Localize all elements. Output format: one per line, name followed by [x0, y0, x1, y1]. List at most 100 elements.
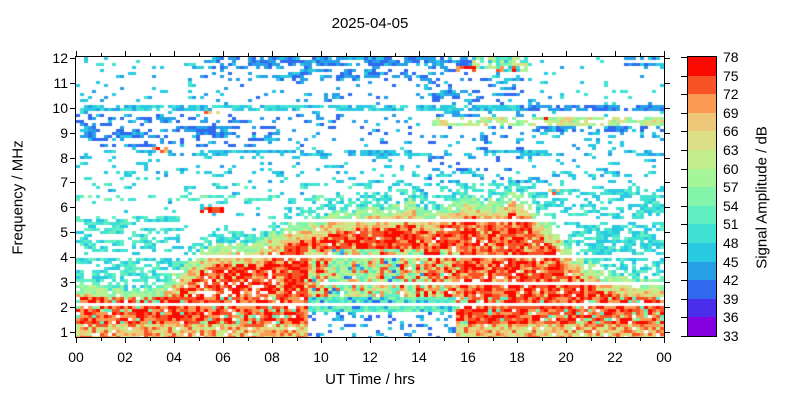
- y-tick-mark: [70, 133, 75, 134]
- x-tick-mark: [297, 53, 298, 56]
- x-tick-mark: [321, 338, 322, 343]
- x-tick-mark: [321, 51, 322, 56]
- colorbar-segment: [688, 187, 716, 206]
- colorbar-tick-mark: [681, 243, 687, 244]
- colorbar-segment: [688, 168, 716, 188]
- colorbar-tick-label: 78: [723, 49, 739, 65]
- colorbar-tick-mark: [681, 187, 687, 188]
- x-tick-mark: [493, 338, 494, 341]
- x-tick-mark: [468, 338, 469, 343]
- y-tick-mark: [70, 158, 75, 159]
- x-tick-mark: [76, 51, 77, 56]
- x-tick-mark: [566, 338, 567, 343]
- colorbar-tick-label: 57: [723, 179, 739, 195]
- x-tick-label: 16: [460, 349, 476, 365]
- x-tick-label: 00: [68, 349, 84, 365]
- colorbar-tick-mark: [681, 206, 687, 207]
- y-tick-mark: [665, 257, 670, 258]
- colorbar-tick-label: 60: [723, 161, 739, 177]
- x-tick-mark: [272, 51, 273, 56]
- x-tick-mark: [346, 53, 347, 56]
- colorbar-tick-mark: [681, 131, 687, 132]
- colorbar-segment: [688, 75, 716, 95]
- x-tick-mark: [615, 338, 616, 343]
- colorbar-tick-mark: [681, 299, 687, 300]
- y-tick-mark: [665, 108, 670, 109]
- x-tick-label: 14: [411, 349, 427, 365]
- x-tick-mark: [395, 338, 396, 341]
- x-axis-title: UT Time / hrs: [325, 371, 415, 388]
- y-tick-mark: [665, 58, 670, 59]
- x-tick-mark: [591, 53, 592, 56]
- colorbar-tick-mark: [681, 113, 687, 114]
- colorbar-segment: [688, 242, 716, 262]
- colorbar-tick-mark: [681, 57, 687, 58]
- colorbar-segment: [688, 112, 716, 132]
- x-tick-mark: [419, 51, 420, 56]
- y-tick-label: 10: [52, 100, 68, 116]
- colorbar-segment: [688, 94, 716, 113]
- colorbar-segment: [688, 280, 716, 299]
- y-tick-label: 11: [53, 75, 68, 91]
- x-tick-mark: [640, 338, 641, 341]
- x-tick-mark: [223, 51, 224, 56]
- colorbar-tick-mark: [681, 262, 687, 263]
- colorbar-tick-label: 48: [723, 235, 739, 251]
- x-tick-label: 04: [166, 349, 182, 365]
- x-tick-mark: [297, 338, 298, 341]
- x-tick-mark: [468, 51, 469, 56]
- y-tick-label: 7: [60, 174, 68, 190]
- chart-title: 2025-04-05: [331, 15, 409, 32]
- y-tick-mark: [70, 207, 75, 208]
- colorbar-tick-mark: [681, 224, 687, 225]
- y-tick-mark: [70, 332, 75, 333]
- x-tick-mark: [664, 338, 665, 343]
- x-tick-label: 00: [656, 349, 672, 365]
- y-tick-mark: [665, 207, 670, 208]
- x-tick-mark: [419, 338, 420, 343]
- colorbar-segment: [688, 224, 716, 243]
- colorbar-tick-mark: [681, 336, 687, 337]
- y-tick-mark: [665, 232, 670, 233]
- colorbar-tick-label: 54: [723, 198, 739, 214]
- x-tick-mark: [542, 338, 543, 341]
- x-tick-mark: [370, 51, 371, 56]
- x-tick-mark: [517, 51, 518, 56]
- x-tick-mark: [272, 338, 273, 343]
- y-tick-mark: [665, 282, 670, 283]
- colorbar-tick-mark: [681, 317, 687, 318]
- y-tick-mark: [665, 158, 670, 159]
- y-tick-mark: [70, 257, 75, 258]
- colorbar-tick-mark: [681, 280, 687, 281]
- x-tick-mark: [174, 51, 175, 56]
- x-tick-mark: [199, 338, 200, 341]
- colorbar-segment: [688, 317, 716, 336]
- y-tick-label: 6: [60, 199, 68, 215]
- x-tick-mark: [76, 338, 77, 343]
- x-tick-mark: [444, 338, 445, 341]
- x-tick-label: 12: [362, 349, 378, 365]
- colorbar-segment: [688, 261, 716, 281]
- x-tick-label: 02: [117, 349, 133, 365]
- colorbar-tick-mark: [681, 169, 687, 170]
- colorbar: [687, 56, 717, 337]
- x-tick-mark: [223, 338, 224, 343]
- x-tick-mark: [444, 53, 445, 56]
- x-tick-label: 10: [313, 349, 329, 365]
- colorbar-tick-label: 39: [723, 291, 739, 307]
- x-tick-label: 22: [607, 349, 623, 365]
- y-tick-label: 5: [60, 224, 68, 240]
- x-tick-mark: [125, 338, 126, 343]
- y-tick-mark: [70, 108, 75, 109]
- x-tick-mark: [591, 338, 592, 341]
- y-tick-label: 2: [60, 299, 68, 315]
- x-tick-label: 20: [558, 349, 574, 365]
- x-tick-label: 06: [215, 349, 231, 365]
- y-tick-mark: [70, 83, 75, 84]
- x-tick-label: 08: [264, 349, 280, 365]
- x-tick-label: 18: [509, 349, 525, 365]
- colorbar-tick-label: 75: [723, 68, 739, 84]
- y-tick-label: 4: [60, 249, 68, 265]
- x-tick-mark: [248, 338, 249, 341]
